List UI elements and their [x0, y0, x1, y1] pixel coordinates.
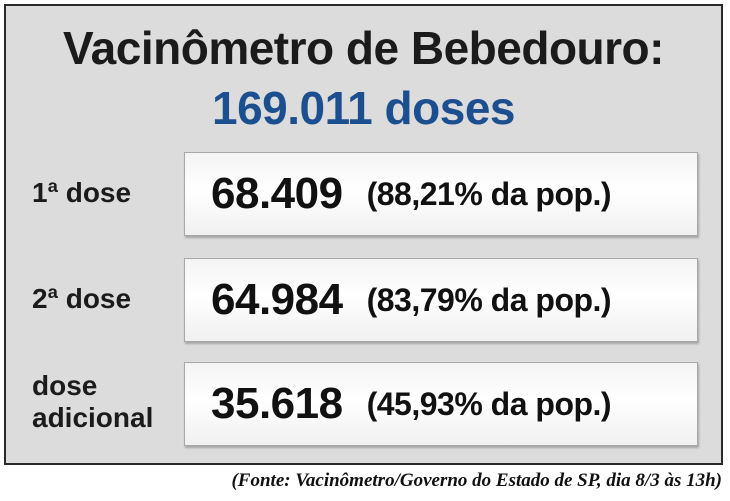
first-dose-number: 68.409 — [211, 169, 343, 218]
second-dose-box: 64.984 (83,79% da pop.) — [184, 258, 698, 342]
second-dose-percent: (83,79% da pop.) — [366, 281, 612, 318]
second-dose-number: 64.984 — [211, 275, 343, 324]
additional-dose-label-line2: adicional — [32, 402, 154, 433]
additional-dose-label-line1: dose — [32, 370, 98, 401]
infographic-title: Vacinômetro de Bebedouro: — [63, 22, 664, 74]
additional-dose-label: dose adicional — [32, 370, 153, 434]
total-doses: 169.011 doses — [212, 82, 515, 134]
second-dose-label: 2ª dose — [32, 283, 132, 314]
first-dose-percent: (88,21% da pop.) — [366, 175, 612, 212]
first-dose-label: 1ª dose — [32, 177, 132, 208]
first-dose-box: 68.409 (88,21% da pop.) — [184, 152, 698, 236]
source-caption: (Fonte: Vacinômetro/Governo do Estado de… — [231, 470, 722, 491]
vaccination-infographic-panel: Vacinômetro de Bebedouro: 169.011 doses … — [4, 4, 723, 465]
additional-dose-number: 35.618 — [211, 379, 343, 428]
additional-dose-percent: (45,93% da pop.) — [366, 385, 612, 422]
additional-dose-box: 35.618 (45,93% da pop.) — [184, 362, 698, 446]
